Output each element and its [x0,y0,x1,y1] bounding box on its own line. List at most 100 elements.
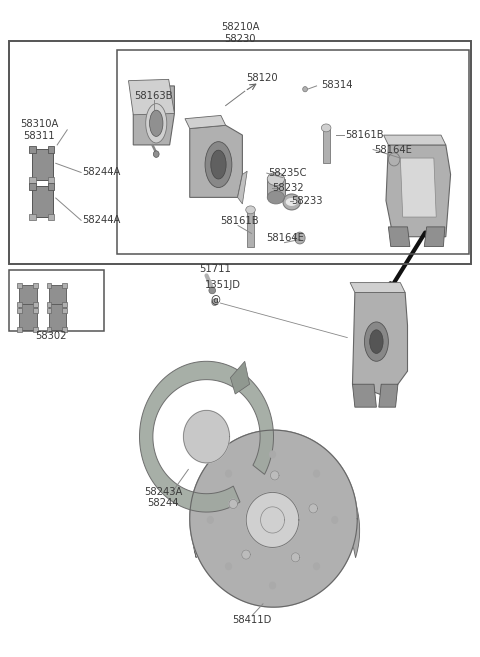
Ellipse shape [303,87,308,92]
Bar [9,270,104,331]
Polygon shape [386,145,451,237]
Bar [33,327,37,332]
Ellipse shape [370,330,383,353]
Bar [48,285,66,311]
Text: 58310A
58311: 58310A 58311 [20,119,58,141]
Polygon shape [332,516,337,523]
Bar [323,129,329,164]
Bar [48,183,54,189]
Polygon shape [140,361,274,512]
Bar [247,211,254,247]
Bar [29,177,36,183]
Bar [29,183,36,189]
Bar [33,283,37,288]
Text: 51711: 51711 [199,264,231,274]
Ellipse shape [209,287,216,294]
Text: 58164E: 58164E [266,233,304,243]
Polygon shape [226,563,231,570]
Text: 58232: 58232 [273,183,304,193]
Polygon shape [226,470,231,477]
Polygon shape [246,492,299,547]
Polygon shape [190,430,360,558]
Polygon shape [424,227,445,246]
Text: 58164E: 58164E [374,145,412,154]
Bar [62,327,67,332]
Polygon shape [207,516,213,523]
Polygon shape [190,125,242,197]
Text: 58244A: 58244A [82,215,120,225]
Ellipse shape [246,206,255,214]
Bar [47,327,51,332]
Text: 58161B: 58161B [220,216,258,226]
Polygon shape [242,550,251,559]
Text: 58163B: 58163B [134,91,173,101]
Text: @: @ [210,295,220,306]
Bar [32,185,53,217]
Ellipse shape [267,191,285,204]
Ellipse shape [388,153,400,166]
Bar [33,308,37,313]
Text: 58302: 58302 [35,331,67,342]
Ellipse shape [295,232,305,244]
Polygon shape [379,384,398,407]
Bar [33,302,37,307]
Bar [47,283,51,288]
Text: 58210A
58230: 58210A 58230 [221,22,259,43]
Polygon shape [388,227,410,246]
Polygon shape [230,361,250,394]
Bar [62,283,67,288]
Polygon shape [287,198,297,205]
Polygon shape [190,430,357,607]
Text: 58314: 58314 [322,79,353,89]
Text: 58120: 58120 [246,73,277,83]
Bar [48,304,66,330]
Ellipse shape [267,173,285,185]
Text: 58244A: 58244A [82,168,120,177]
Bar [29,147,36,153]
Text: 58233: 58233 [291,196,323,206]
Polygon shape [133,86,174,145]
Bar [9,41,471,264]
Bar [117,50,469,254]
Polygon shape [309,504,318,513]
Polygon shape [183,411,229,463]
Polygon shape [384,135,446,145]
Text: 1351JD: 1351JD [205,280,241,290]
Text: 58243A
58244: 58243A 58244 [144,487,182,509]
Ellipse shape [211,150,226,179]
Polygon shape [313,563,319,570]
Polygon shape [283,194,300,210]
Bar [62,308,67,313]
Bar [17,327,22,332]
Bar [32,149,53,180]
Bar [48,177,54,183]
Polygon shape [229,499,238,509]
Polygon shape [270,582,276,589]
Bar [17,283,22,288]
Bar [62,302,67,307]
Bar [29,214,36,220]
Text: 58161B: 58161B [345,130,384,140]
Bar [47,308,51,313]
Ellipse shape [205,142,232,187]
Bar [19,304,36,330]
Polygon shape [238,171,247,204]
Ellipse shape [146,104,167,143]
Text: 58411D: 58411D [232,615,272,625]
Ellipse shape [212,299,217,306]
Bar [47,302,51,307]
Polygon shape [270,471,279,480]
Polygon shape [129,79,174,115]
Ellipse shape [150,110,163,137]
Bar [267,179,285,197]
Polygon shape [261,507,285,533]
Polygon shape [313,470,319,477]
Polygon shape [352,384,376,407]
Bar [19,285,36,311]
Ellipse shape [364,322,388,361]
Polygon shape [185,116,226,129]
Bar [17,308,22,313]
Bar [17,302,22,307]
Ellipse shape [322,124,331,132]
Bar [48,214,54,220]
